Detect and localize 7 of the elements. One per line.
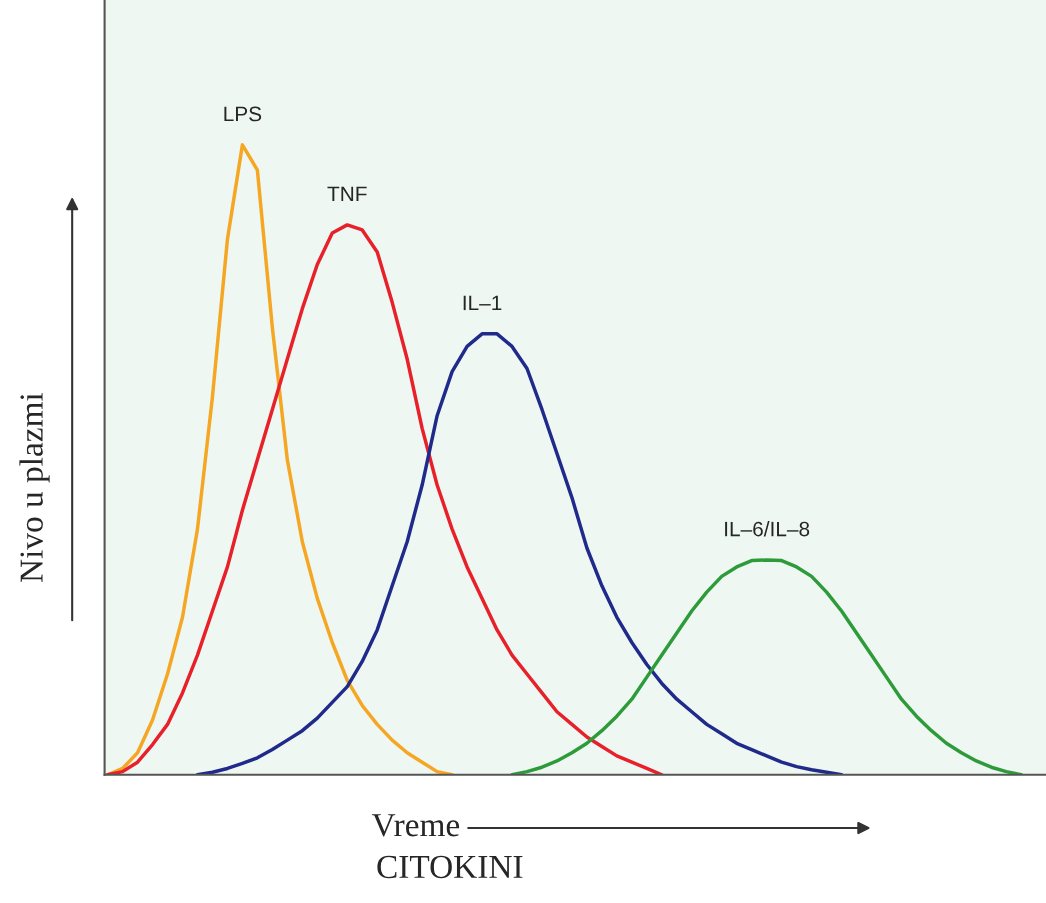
- series-label: IL–6/IL–8: [725, 521, 810, 537]
- series-label: TNF: [327, 186, 367, 202]
- series-label: LPS: [224, 106, 262, 122]
- series-label: IL–1: [463, 295, 502, 311]
- text: CITOKINI: [377, 855, 523, 879]
- x-axis-title: Vreme: [371, 814, 460, 837]
- y-axis-title: Nivo u plazmi: [19, 392, 50, 583]
